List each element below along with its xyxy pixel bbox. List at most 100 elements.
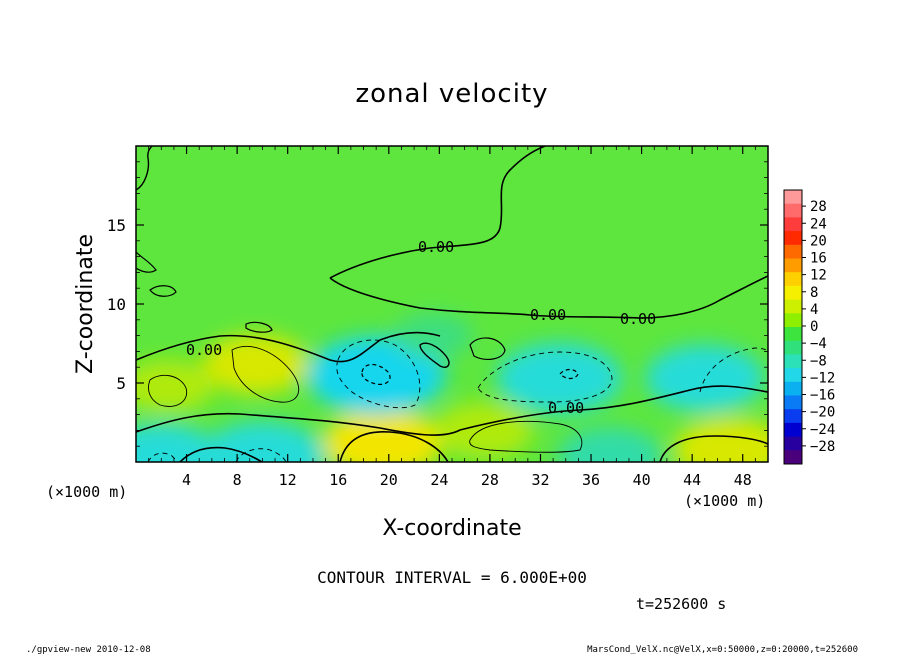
colorbar-frame	[783, 189, 803, 465]
colorbar-segment	[784, 381, 802, 396]
zero-contour-upper	[329, 146, 546, 279]
field-minimum	[496, 342, 623, 414]
contour-label: 0.00	[548, 399, 584, 417]
colorbar-segment	[784, 203, 802, 218]
x-tick-label: 48	[734, 471, 752, 489]
field-maximum	[673, 417, 768, 462]
colorbar-label: −28	[810, 439, 835, 455]
colorbar-label: −12	[810, 370, 835, 386]
zero-contour-bottom-right	[659, 435, 768, 462]
zero-contour-island	[419, 342, 450, 368]
zero-contour-bottom-mid	[339, 431, 449, 462]
field-minimum	[306, 335, 446, 415]
field-maximum	[434, 402, 534, 459]
field-minimum	[557, 427, 663, 462]
x-tick-label: 16	[329, 471, 347, 489]
pos-contour-bottom-right	[469, 420, 583, 453]
colorbar-segment	[784, 231, 802, 246]
field-maximum	[203, 334, 309, 394]
x-tick-label: 4	[182, 471, 191, 489]
colorbar-segment	[784, 395, 802, 410]
zero-contour-lower	[136, 385, 768, 436]
colorbar-label: 4	[810, 302, 818, 318]
contour-label: 0.00	[530, 306, 566, 324]
colorbar-segment	[784, 299, 802, 314]
colorbar-segment	[784, 285, 802, 301]
colorbar-segment	[784, 354, 802, 369]
colorbar-label: 24	[810, 216, 827, 232]
zero-contour-islet-d	[136, 251, 157, 273]
contour-label: 0.00	[186, 341, 222, 359]
x-tick-label: 12	[279, 471, 297, 489]
y-axis-title: Z-coordinate	[73, 234, 98, 374]
y-axis: 5 10 15	[107, 161, 768, 447]
colorbar-segment	[784, 217, 802, 232]
colorbar-segment	[784, 313, 802, 328]
colorbar-segment	[784, 190, 802, 205]
colorbar-label: 16	[810, 251, 827, 267]
colorbar-segment	[784, 422, 802, 438]
zero-contour-left	[136, 331, 441, 363]
colorbar-label: −20	[810, 405, 835, 421]
y-tick-label: 5	[116, 374, 126, 393]
x-unit-label-left: (×1000 m)	[46, 483, 127, 501]
time-label: t=252600 s	[636, 595, 726, 613]
colorbar-segment	[784, 409, 802, 424]
pos-contour-left-small	[148, 374, 188, 407]
footer-left: ./gpview-new 2010-12-08	[26, 645, 151, 654]
field-minimum	[393, 313, 473, 359]
contour-lines	[136, 146, 768, 462]
colorbar-label: 0	[810, 319, 818, 335]
field-maximum	[323, 409, 442, 462]
colorbar-label: 12	[810, 268, 827, 284]
field-minimum	[136, 423, 221, 462]
plot-area: 0.00 0.00 0.00 0.00 0.00	[136, 146, 768, 462]
x-tick-label: 24	[430, 471, 448, 489]
neg-contour-core-center	[361, 363, 391, 385]
x-tick-label: 20	[380, 471, 398, 489]
x-tick-label: 32	[531, 471, 549, 489]
y-tick-label: 10	[107, 295, 126, 314]
neg-contour-right	[477, 351, 613, 403]
colorbar-segment	[784, 327, 802, 342]
colorbar-segment	[784, 436, 802, 451]
colorbar-label: 28	[810, 199, 827, 215]
colorbar-label: 20	[810, 233, 827, 249]
zero-contour-mid	[329, 275, 768, 319]
colorbar-label: −24	[810, 422, 835, 438]
x-tick-label: 8	[233, 471, 242, 489]
colorbar-segment	[784, 258, 802, 273]
colorbar-label: −8	[810, 353, 827, 369]
x-tick-label: 28	[481, 471, 499, 489]
x-tick-label: 44	[683, 471, 701, 489]
y-tick-label: 15	[107, 216, 126, 235]
x-tick-label: 36	[582, 471, 600, 489]
colorbar-segment	[784, 244, 802, 259]
colorbar-label: 8	[810, 285, 818, 301]
x-axis-title: X-coordinate	[382, 516, 521, 541]
colorbar-segment	[784, 340, 802, 355]
field-minimum	[645, 344, 765, 412]
neg-contour-center	[336, 339, 421, 409]
zero-contour-left-edge	[136, 146, 153, 191]
colorbar-segment	[784, 272, 802, 287]
pos-contour-left-blob	[231, 345, 300, 403]
zero-contour-islet-c	[149, 285, 177, 297]
neg-contour-bottom-b	[147, 452, 179, 462]
colorbar-label: −16	[810, 388, 835, 404]
neg-contour-far-right	[699, 347, 768, 393]
zero-contour-bottom-left	[179, 446, 263, 462]
contour-interval-text: CONTOUR INTERVAL = 6.000E+00	[317, 568, 587, 587]
colorbar-label: −4	[810, 336, 827, 352]
field-features	[136, 313, 768, 462]
contour-labels: 0.00 0.00 0.00 0.00 0.00	[186, 238, 656, 417]
colorbar-segment	[784, 368, 802, 383]
contour-label: 0.00	[620, 310, 656, 328]
field-maximum	[136, 359, 214, 413]
x-tick-label: 40	[633, 471, 651, 489]
x-axis: 4 8 12 16 20 24 28 32 36 40 44 48	[148, 146, 769, 489]
chart-title: zonal velocity	[355, 79, 548, 109]
footer-right: MarsCond_VelX.nc@VelX,x=0:50000,z=0:2000…	[587, 645, 858, 654]
